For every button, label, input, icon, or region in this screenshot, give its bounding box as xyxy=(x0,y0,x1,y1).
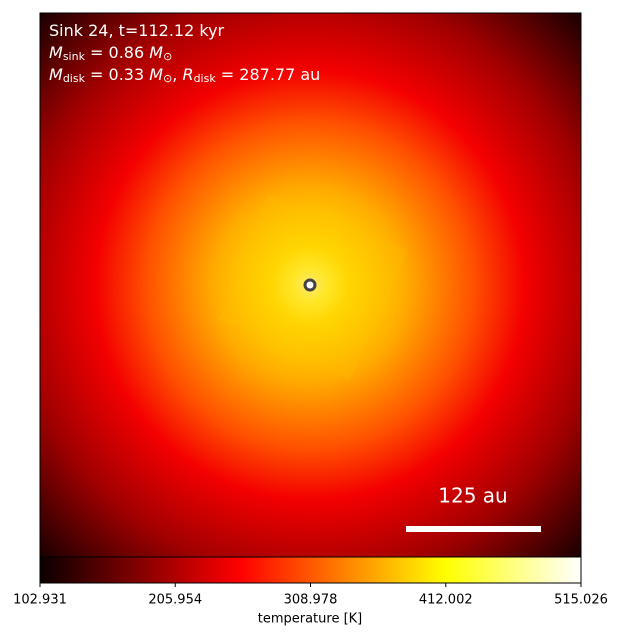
scale-bar-label: 125 au xyxy=(438,484,507,508)
sink-marker xyxy=(303,278,317,292)
colorbar-tick-label: 102.931 xyxy=(13,593,67,608)
annotation: Sink 24, t=112.12 kyr xyxy=(49,21,225,40)
annotation-part: M xyxy=(149,65,163,84)
annotation-part: = 0.86 xyxy=(85,43,149,62)
colorbar xyxy=(39,556,582,584)
annotation-part: ⊙ xyxy=(163,50,172,63)
annotation-part: M xyxy=(49,43,63,62)
annotation-part: M xyxy=(49,65,63,84)
annotation-part: sink xyxy=(63,50,86,63)
annotation-part: , xyxy=(172,65,182,84)
annotation: Mdisk = 0.33 M⊙, Rdisk = 287.77 au xyxy=(49,65,320,86)
annotation-part: M xyxy=(149,43,163,62)
annotation-part: disk xyxy=(194,72,217,85)
annotation-part: = 0.33 xyxy=(85,65,149,84)
annotation-part: = 287.77 au xyxy=(216,65,321,84)
colorbar-tick-label: 308.978 xyxy=(284,593,338,608)
annotation-part: disk xyxy=(63,72,86,85)
annotation-part: R xyxy=(182,65,193,84)
colorbar-tick-label: 205.954 xyxy=(148,593,202,608)
annotation-part: Sink 24, t=112.12 kyr xyxy=(49,21,225,40)
colorbar-tick-label: 515.026 xyxy=(554,593,608,608)
annotation: Msink = 0.86 M⊙ xyxy=(49,43,172,64)
colorbar-label: temperature [K] xyxy=(258,612,363,627)
colorbar-tick-label: 412.002 xyxy=(419,593,473,608)
annotation-part: ⊙ xyxy=(163,72,172,85)
scale-bar xyxy=(406,526,541,532)
